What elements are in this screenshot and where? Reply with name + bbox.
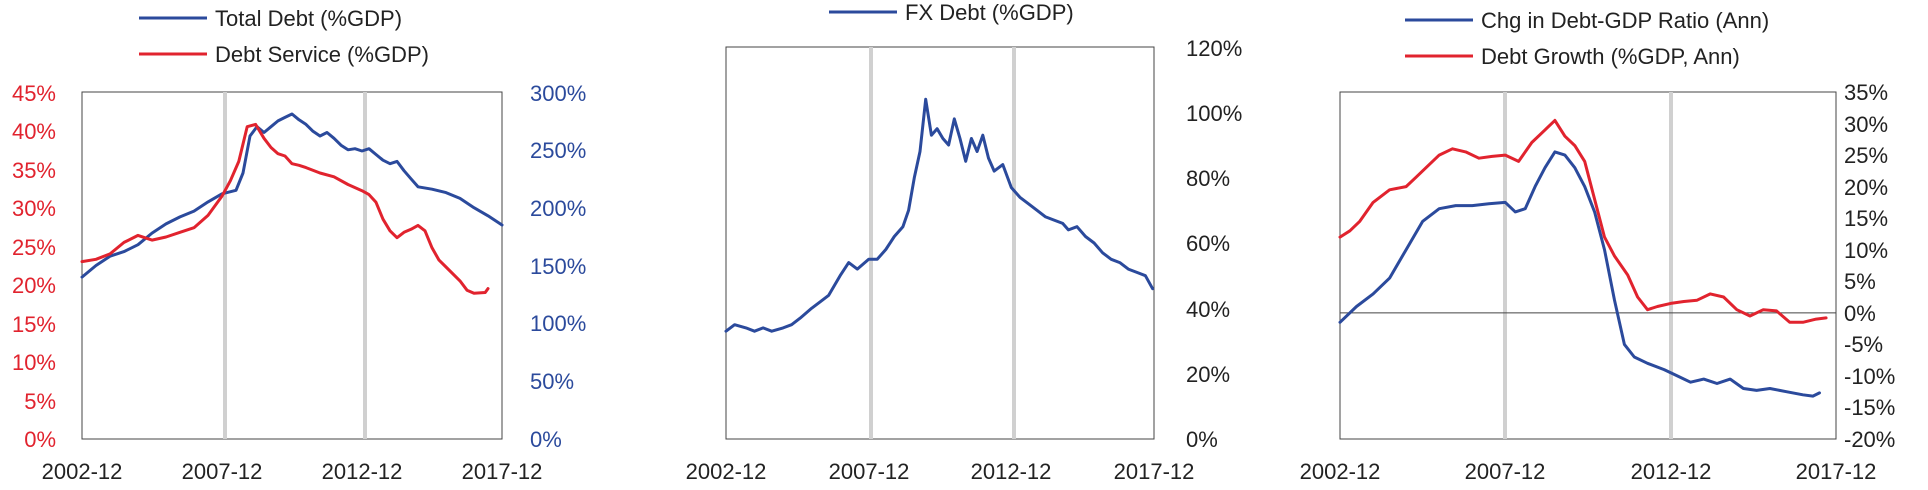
right-tick-label: 80% (1186, 166, 1230, 191)
x-tick-label: 2002-12 (686, 459, 767, 484)
right-tick-label: -20% (1844, 427, 1895, 452)
left-tick-label: 10% (12, 350, 56, 375)
right-tick-label: 5% (1844, 269, 1876, 294)
x-tick-label: 2002-12 (1300, 459, 1381, 484)
series-line-2-1 (724, 97, 1155, 333)
series-line-3-2 (1338, 118, 1828, 324)
right-tick-label: -15% (1844, 395, 1895, 420)
right-tick-label: 0% (1844, 301, 1876, 326)
right-tick-label: -10% (1844, 364, 1895, 389)
right-tick-label: 100% (1186, 101, 1242, 126)
left-tick-label: 25% (12, 235, 56, 260)
right-tick-label: 10% (1844, 238, 1888, 263)
plot-area-2 (725, 46, 1155, 440)
right-tick-label: 40% (1186, 297, 1230, 322)
legend-label-debt-service: Debt Service (%GDP) (215, 42, 429, 67)
x-axis-2: 2002-12 2007-12 2012-12 2017-12 (686, 459, 1195, 484)
series-layer-2 (724, 97, 1155, 333)
right-axis-3: -20% -15% -10% -5% 0% 5% 10% 15% 20% 25%… (1844, 80, 1895, 452)
x-tick-label: 2007-12 (182, 459, 263, 484)
x-tick-label: 2007-12 (1465, 459, 1546, 484)
right-tick-label: 150% (530, 254, 586, 279)
plot-area-1 (81, 91, 503, 440)
series-line-1-2 (80, 122, 490, 295)
right-tick-label: 20% (1186, 362, 1230, 387)
left-tick-label: 0% (24, 427, 56, 452)
right-tick-label: 250% (530, 138, 586, 163)
x-tick-label: 2007-12 (829, 459, 910, 484)
x-tick-label: 2017-12 (462, 459, 543, 484)
right-tick-label: 0% (530, 427, 562, 452)
series-line-3-1 (1338, 150, 1821, 398)
right-tick-label: 100% (530, 311, 586, 336)
series-layer-1 (80, 112, 504, 295)
right-tick-label: 25% (1844, 143, 1888, 168)
series-layer-3 (1338, 118, 1836, 398)
chart-3: Chg in Debt-GDP Ratio (Ann) Debt Growth … (1300, 8, 1896, 484)
right-tick-label: 300% (530, 81, 586, 106)
left-tick-label: 30% (12, 196, 56, 221)
chart-1: Total Debt (%GDP) Debt Service (%GDP) 0%… (12, 6, 586, 484)
plot-area-3 (1339, 91, 1837, 440)
x-tick-label: 2017-12 (1114, 459, 1195, 484)
x-tick-label: 2002-12 (42, 459, 123, 484)
left-tick-label: 5% (24, 389, 56, 414)
chart-2: FX Debt (%GDP) 0% 20% 40% 60% 80% 100% 1… (686, 0, 1243, 484)
right-tick-label: 35% (1844, 80, 1888, 105)
left-tick-label: 45% (12, 81, 56, 106)
right-tick-label: 200% (530, 196, 586, 221)
right-tick-label: 30% (1844, 112, 1888, 137)
right-tick-label: 0% (1186, 427, 1218, 452)
left-tick-label: 40% (12, 119, 56, 144)
left-tick-label: 20% (12, 273, 56, 298)
legend-1: Total Debt (%GDP) Debt Service (%GDP) (139, 6, 429, 67)
x-axis-1: 2002-12 2007-12 2012-12 2017-12 (42, 459, 543, 484)
right-tick-label: 15% (1844, 206, 1888, 231)
x-tick-label: 2012-12 (971, 459, 1052, 484)
right-axis-2: 0% 20% 40% 60% 80% 100% 120% (1186, 36, 1242, 452)
right-tick-label: 20% (1844, 175, 1888, 200)
left-axis-1: 0% 5% 10% 15% 20% 25% 30% 35% 40% 45% (12, 81, 56, 452)
right-tick-label: 120% (1186, 36, 1242, 61)
x-tick-label: 2012-12 (322, 459, 403, 484)
legend-label-debt-growth: Debt Growth (%GDP, Ann) (1481, 44, 1740, 69)
legend-3: Chg in Debt-GDP Ratio (Ann) Debt Growth … (1405, 8, 1769, 69)
legend-2: FX Debt (%GDP) (829, 0, 1074, 25)
legend-label-total-debt: Total Debt (%GDP) (215, 6, 402, 31)
x-tick-label: 2017-12 (1796, 459, 1877, 484)
left-tick-label: 15% (12, 312, 56, 337)
left-tick-label: 35% (12, 158, 56, 183)
right-tick-label: 50% (530, 369, 574, 394)
x-tick-label: 2012-12 (1631, 459, 1712, 484)
legend-label-chg-debt-gdp: Chg in Debt-GDP Ratio (Ann) (1481, 8, 1769, 33)
right-tick-label: 60% (1186, 231, 1230, 256)
right-tick-label: -5% (1844, 332, 1883, 357)
x-axis-3: 2002-12 2007-12 2012-12 2017-12 (1300, 459, 1877, 484)
series-line-1-1 (80, 112, 504, 279)
right-axis-1: 0% 50% 100% 150% 200% 250% 300% (530, 81, 586, 452)
legend-label-fx-debt: FX Debt (%GDP) (905, 0, 1074, 25)
